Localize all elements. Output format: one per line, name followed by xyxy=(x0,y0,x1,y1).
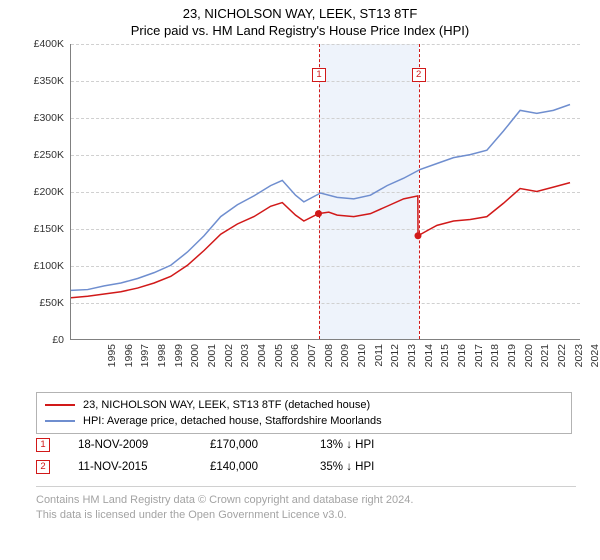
y-tick-label: £150K xyxy=(24,223,64,235)
legend-swatch xyxy=(45,420,75,422)
footer-line: Contains HM Land Registry data © Crown c… xyxy=(36,494,413,506)
legend-item: 23, NICHOLSON WAY, LEEK, ST13 8TF (detac… xyxy=(45,397,563,413)
x-tick-label: 2010 xyxy=(356,344,368,378)
x-tick-label: 2008 xyxy=(323,344,335,378)
x-tick-label: 2007 xyxy=(306,344,318,378)
x-tick-label: 2021 xyxy=(539,344,551,378)
y-tick-label: £100K xyxy=(24,260,64,272)
x-tick-label: 2016 xyxy=(456,344,468,378)
sale-diff: 35% ↓ HPI xyxy=(320,461,440,473)
y-tick-label: £400K xyxy=(24,38,64,50)
sale-diff: 13% ↓ HPI xyxy=(320,439,440,451)
x-tick-label: 2002 xyxy=(223,344,235,378)
footer-line: This data is licensed under the Open Gov… xyxy=(36,509,347,521)
legend-swatch xyxy=(45,404,75,406)
y-tick-label: £50K xyxy=(24,297,64,309)
x-tick-label: 2018 xyxy=(489,344,501,378)
attribution-footer: Contains HM Land Registry data © Crown c… xyxy=(36,486,576,523)
x-tick-label: 2019 xyxy=(506,344,518,378)
y-tick-label: £200K xyxy=(24,186,64,198)
x-tick-label: 2011 xyxy=(373,344,385,378)
x-tick-label: 1998 xyxy=(156,344,168,378)
x-tick-label: 2000 xyxy=(189,344,201,378)
x-tick-label: 2014 xyxy=(423,344,435,378)
y-tick-label: £350K xyxy=(24,75,64,87)
x-tick-label: 1996 xyxy=(123,344,135,378)
plot-area: 12 xyxy=(70,44,580,340)
x-tick-label: 2004 xyxy=(256,344,268,378)
x-tick-label: 2006 xyxy=(289,344,301,378)
sale-price: £140,000 xyxy=(210,461,320,473)
x-tick-label: 2022 xyxy=(556,344,568,378)
x-tick-label: 1995 xyxy=(106,344,118,378)
page-title: 23, NICHOLSON WAY, LEEK, ST13 8TF xyxy=(0,6,600,21)
legend-label: HPI: Average price, detached house, Staf… xyxy=(83,415,382,427)
sale-index-badge: 2 xyxy=(36,460,50,474)
sale-date: 18-NOV-2009 xyxy=(78,439,210,451)
page-subtitle: Price paid vs. HM Land Registry's House … xyxy=(0,23,600,38)
x-tick-label: 2009 xyxy=(339,344,351,378)
sale-row: 2 11-NOV-2015 £140,000 35% ↓ HPI xyxy=(36,456,572,478)
sale-price: £170,000 xyxy=(210,439,320,451)
sale-point xyxy=(414,232,421,239)
sale-index-badge: 1 xyxy=(36,438,50,452)
x-tick-label: 1997 xyxy=(139,344,151,378)
y-tick-label: £300K xyxy=(24,112,64,124)
sales-table: 1 18-NOV-2009 £170,000 13% ↓ HPI 2 11-NO… xyxy=(36,434,572,478)
x-tick-label: 2013 xyxy=(406,344,418,378)
price-chart: 12 £0£50K£100K£150K£200K£250K£300K£350K£… xyxy=(26,44,580,372)
x-tick-label: 2020 xyxy=(523,344,535,378)
sale-point xyxy=(315,210,322,217)
y-tick-label: £250K xyxy=(24,149,64,161)
chart-legend: 23, NICHOLSON WAY, LEEK, ST13 8TF (detac… xyxy=(36,392,572,434)
legend-label: 23, NICHOLSON WAY, LEEK, ST13 8TF (detac… xyxy=(83,399,370,411)
x-tick-label: 2012 xyxy=(389,344,401,378)
x-tick-label: 2023 xyxy=(573,344,585,378)
x-tick-label: 2017 xyxy=(473,344,485,378)
x-tick-label: 2001 xyxy=(206,344,218,378)
x-tick-label: 2024 xyxy=(589,344,600,378)
x-tick-label: 1999 xyxy=(173,344,185,378)
x-tick-label: 2005 xyxy=(273,344,285,378)
x-tick-label: 2015 xyxy=(439,344,451,378)
sale-date: 11-NOV-2015 xyxy=(78,461,210,473)
sale-row: 1 18-NOV-2009 £170,000 13% ↓ HPI xyxy=(36,434,572,456)
legend-item: HPI: Average price, detached house, Staf… xyxy=(45,413,563,429)
x-tick-label: 2003 xyxy=(239,344,251,378)
y-tick-label: £0 xyxy=(24,334,64,346)
